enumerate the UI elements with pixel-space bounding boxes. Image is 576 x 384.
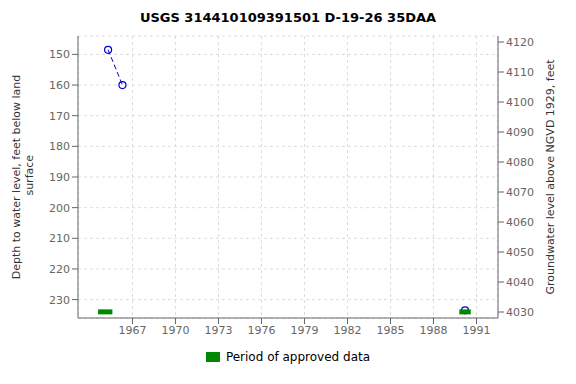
svg-text:1991: 1991	[462, 324, 490, 337]
svg-text:4070: 4070	[506, 186, 534, 199]
svg-text:160: 160	[49, 79, 70, 92]
svg-text:4040: 4040	[506, 276, 534, 289]
svg-text:220: 220	[49, 263, 70, 276]
svg-text:1988: 1988	[419, 324, 447, 337]
svg-text:1967: 1967	[118, 324, 146, 337]
html-text:Period of approved data: Period of approved data	[225, 350, 371, 364]
svg-text:4080: 4080	[506, 156, 534, 169]
svg-text:150: 150	[49, 48, 70, 61]
svg-text:1985: 1985	[376, 324, 404, 337]
svg-text:Depth to water level, feet bel: Depth to water level, feet below land su…	[10, 75, 36, 280]
svg-text:4120: 4120	[506, 36, 534, 49]
svg-text:Groundwater level above NGVD 1: Groundwater level above NGVD 1929, feet	[544, 59, 557, 295]
html-text:USGS 314410109391501 D-19-26 3: USGS 314410109391501 D-19-26 35DAA	[139, 10, 437, 25]
svg-text:4090: 4090	[506, 126, 534, 139]
svg-text:180: 180	[49, 140, 70, 153]
svg-text:200: 200	[49, 202, 70, 215]
svg-text:4110: 4110	[506, 66, 534, 79]
svg-text:170: 170	[49, 110, 70, 123]
svg-text:1979: 1979	[290, 324, 318, 337]
svg-text:4030: 4030	[506, 306, 534, 319]
svg-text:4100: 4100	[506, 96, 534, 109]
svg-text:230: 230	[49, 294, 70, 307]
svg-text:4060: 4060	[506, 216, 534, 229]
svg-text:210: 210	[49, 232, 70, 245]
svg-text:1970: 1970	[161, 324, 189, 337]
svg-text:1976: 1976	[247, 324, 275, 337]
svg-text:4050: 4050	[506, 246, 534, 259]
svg-text:190: 190	[49, 171, 70, 184]
svg-text:1982: 1982	[333, 324, 361, 337]
svg-text:1973: 1973	[204, 324, 232, 337]
